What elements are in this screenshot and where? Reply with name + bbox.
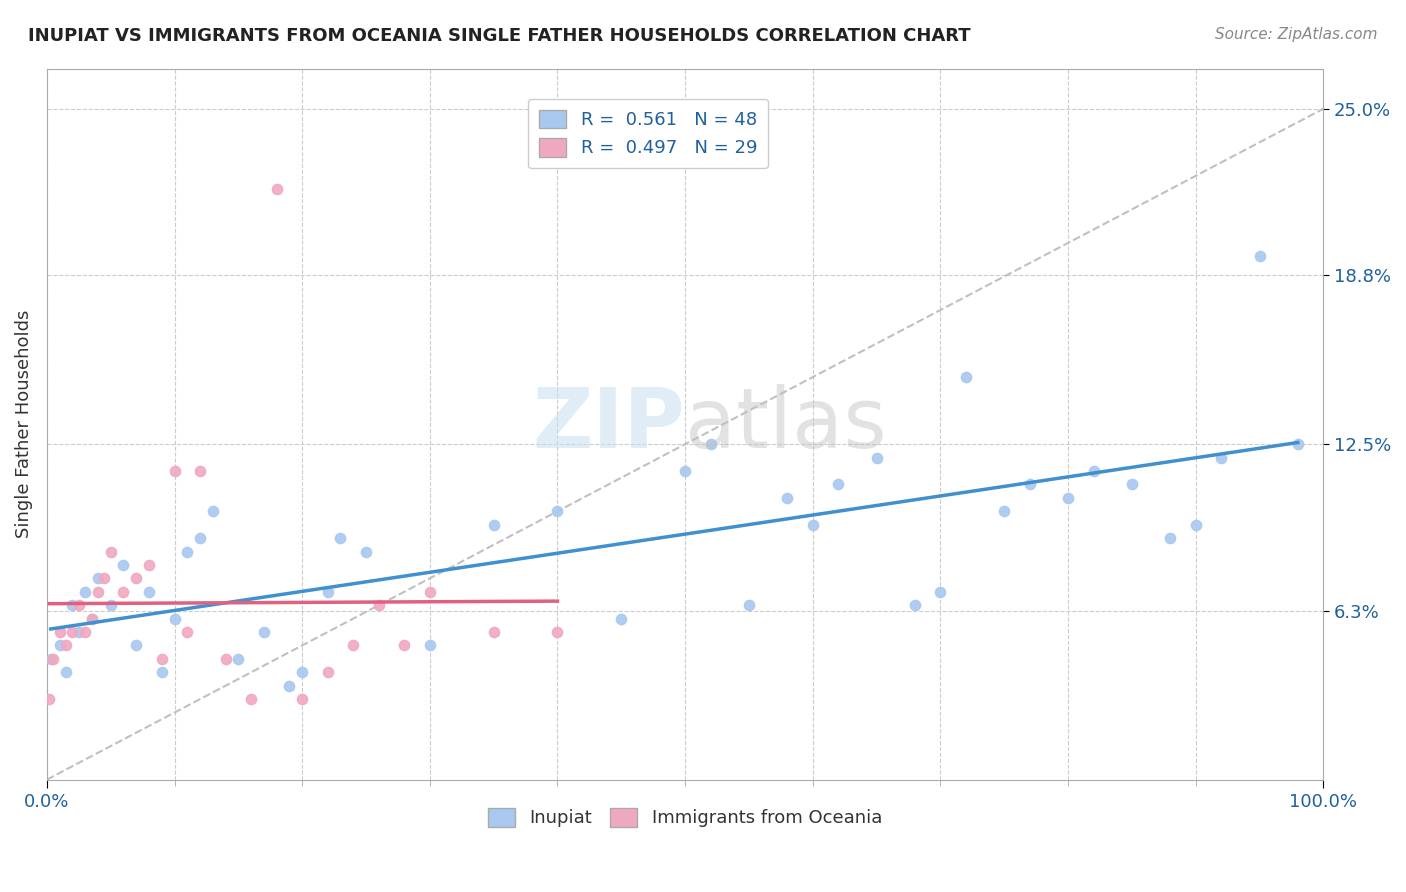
Point [188, 464, 211, 478]
Point [278, 679, 301, 693]
Point [738, 598, 761, 612]
Point [176, 544, 198, 558]
Point [610, 612, 633, 626]
Point [150, 652, 173, 666]
Point [42, 652, 65, 666]
Legend: Inupiat, Immigrants from Oceania: Inupiat, Immigrants from Oceania [481, 801, 890, 835]
Point [93, 571, 115, 585]
Text: ZIP: ZIP [533, 384, 685, 465]
Point [1083, 464, 1105, 478]
Point [1057, 491, 1080, 505]
Point [546, 625, 568, 640]
Point [75, 584, 97, 599]
Point [865, 450, 887, 465]
Point [188, 531, 211, 545]
Point [482, 625, 505, 640]
Point [48, 639, 70, 653]
Point [827, 477, 849, 491]
Point [228, 652, 250, 666]
Point [39, 652, 62, 666]
Point [904, 598, 927, 612]
Point [87, 584, 110, 599]
Text: atlas: atlas [685, 384, 887, 465]
Point [1211, 450, 1233, 465]
Point [38, 692, 60, 706]
Point [1249, 249, 1271, 263]
Point [75, 625, 97, 640]
Point [419, 584, 441, 599]
Text: INUPIAT VS IMMIGRANTS FROM OCEANIA SINGLE FATHER HOUSEHOLDS CORRELATION CHART: INUPIAT VS IMMIGRANTS FROM OCEANIA SINGL… [28, 27, 970, 45]
Point [80, 612, 103, 626]
Point [240, 692, 263, 706]
Point [699, 437, 721, 451]
Point [87, 571, 110, 585]
Point [1184, 517, 1206, 532]
Point [176, 625, 198, 640]
Point [955, 370, 977, 384]
Point [801, 517, 824, 532]
Point [929, 584, 952, 599]
Point [214, 652, 236, 666]
Point [100, 598, 122, 612]
Point [316, 665, 339, 680]
Point [48, 625, 70, 640]
Point [1286, 437, 1309, 451]
Point [342, 639, 364, 653]
Y-axis label: Single Father Households: Single Father Households [15, 310, 32, 538]
Point [201, 504, 224, 518]
Point [367, 598, 389, 612]
Point [112, 584, 135, 599]
Point [112, 558, 135, 572]
Point [776, 491, 799, 505]
Point [419, 639, 441, 653]
Point [482, 517, 505, 532]
Point [1159, 531, 1181, 545]
Point [67, 625, 90, 640]
Point [291, 692, 314, 706]
Point [316, 584, 339, 599]
Point [55, 639, 77, 653]
Point [291, 665, 314, 680]
Point [163, 612, 186, 626]
Point [1018, 477, 1040, 491]
Point [138, 558, 160, 572]
Point [546, 504, 568, 518]
Point [125, 639, 148, 653]
Point [138, 584, 160, 599]
Point [67, 598, 90, 612]
Point [100, 544, 122, 558]
Point [163, 464, 186, 478]
Point [80, 612, 103, 626]
Point [62, 598, 84, 612]
Point [1121, 477, 1143, 491]
Point [329, 531, 352, 545]
Point [125, 571, 148, 585]
Point [150, 665, 173, 680]
Point [62, 625, 84, 640]
Point [253, 625, 276, 640]
Text: Source: ZipAtlas.com: Source: ZipAtlas.com [1215, 27, 1378, 42]
Point [673, 464, 696, 478]
Point [354, 544, 377, 558]
Point [993, 504, 1015, 518]
Point [55, 665, 77, 680]
Point [266, 182, 288, 196]
Point [394, 639, 416, 653]
